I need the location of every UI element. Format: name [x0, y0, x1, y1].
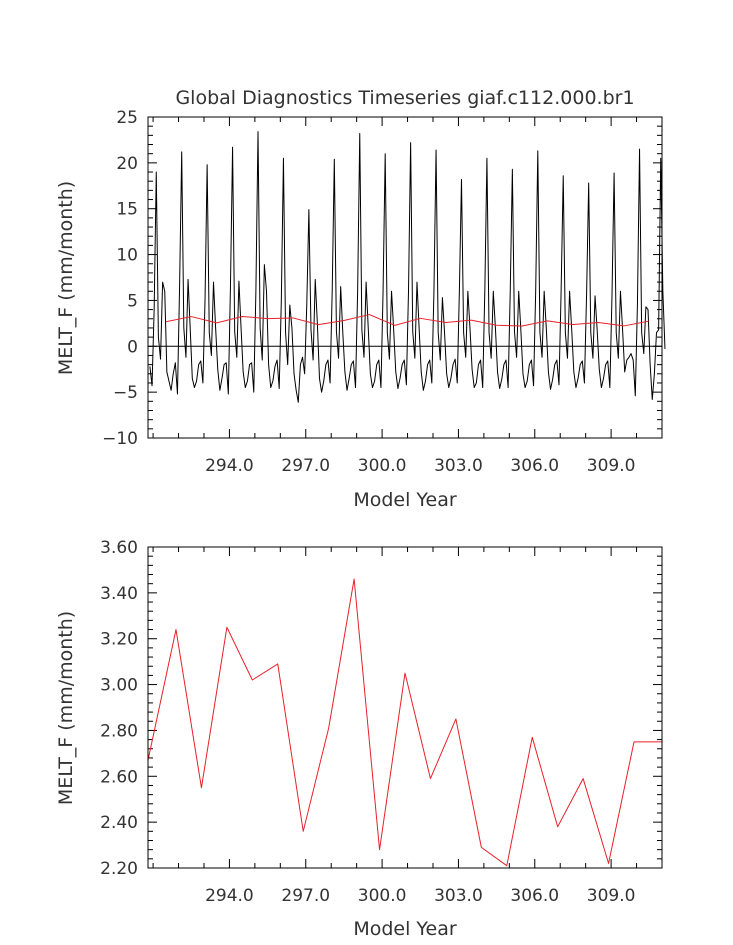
- x-tick-label: 294.0: [205, 456, 254, 476]
- chart-title: Global Diagnostics Timeseries giaf.c112.…: [175, 87, 634, 109]
- series-line-0: [147, 578, 662, 867]
- x-tick-label: 300.0: [358, 456, 407, 476]
- y-tick-label: 2.20: [100, 859, 138, 879]
- y-tick-label: 15: [116, 200, 138, 220]
- y-tick-label: 3.60: [100, 538, 138, 558]
- y-tick-label: 2.80: [100, 721, 138, 741]
- plot-frame: [147, 546, 663, 869]
- y-axis-label: MELT_F (mm/month): [55, 611, 77, 805]
- y-axis-label: MELT_F (mm/month): [55, 181, 77, 375]
- y-tick-label: 3.20: [100, 630, 138, 650]
- x-tick-label: 297.0: [281, 886, 330, 906]
- chart-marks: [148, 131, 666, 403]
- x-tick-label: 303.0: [434, 456, 483, 476]
- plot-frame: [147, 116, 663, 439]
- y-tick-label: 5: [127, 291, 138, 311]
- x-tick-label: 306.0: [510, 886, 559, 906]
- x-tick-label: 303.0: [434, 886, 483, 906]
- x-tick-label: 309.0: [587, 886, 636, 906]
- tick-marks: [148, 546, 663, 869]
- y-tick-label: 10: [116, 246, 138, 266]
- x-axis-label: Model Year: [353, 918, 457, 940]
- tick-labels: 294.0 297.0 300.0 303.0 306.0 309.0 2.20 2.40 2.…: [100, 538, 635, 906]
- y-tick-label: 25: [116, 108, 138, 128]
- series-line-0: [149, 131, 666, 403]
- y-tick-label: 20: [116, 154, 138, 174]
- y-tick-label: 3.00: [100, 676, 138, 696]
- tick-labels: 294.0 297.0 300.0 303.0 306.0 309.0 −10 −5 0 5 10 1…: [102, 108, 635, 476]
- x-tick-label: 297.0: [281, 456, 330, 476]
- y-tick-label: −10: [102, 429, 138, 449]
- x-tick-label: 294.0: [205, 886, 254, 906]
- x-tick-label: 309.0: [587, 456, 636, 476]
- annual-mean-chart: 294.0 297.0 300.0 303.0 306.0 309.0 2.20 2.40 2.…: [55, 538, 663, 940]
- y-tick-label: 0: [127, 337, 138, 357]
- series-line-1: [165, 314, 650, 327]
- chart-marks: [147, 578, 662, 867]
- y-tick-label: 3.40: [100, 584, 138, 604]
- x-tick-label: 306.0: [510, 456, 559, 476]
- y-tick-label: 2.60: [100, 767, 138, 787]
- x-axis-label: Model Year: [353, 489, 457, 511]
- tick-marks: [148, 116, 663, 439]
- timeseries-chart: Global Diagnostics Timeseries giaf.c112.…: [55, 87, 666, 511]
- y-tick-label: 2.40: [100, 813, 138, 833]
- x-tick-label: 300.0: [358, 886, 407, 906]
- y-tick-label: −5: [113, 383, 138, 403]
